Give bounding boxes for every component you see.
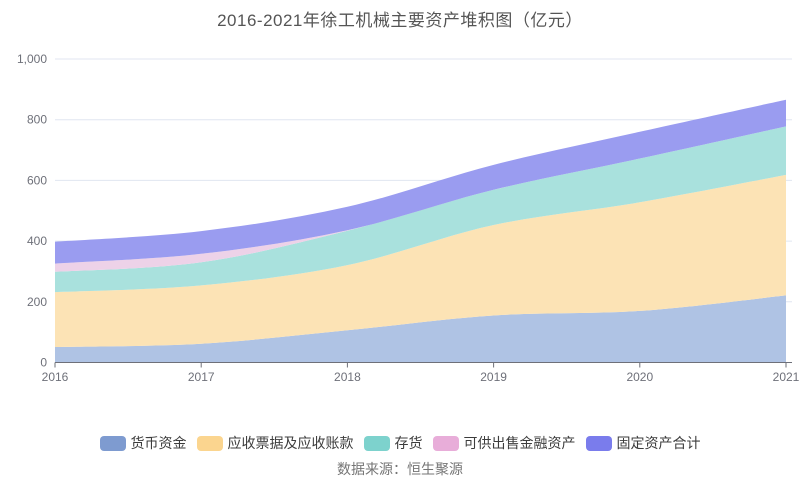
y-axis-label: 1,000 bbox=[17, 52, 47, 66]
legend-item-3[interactable]: 存货 bbox=[363, 433, 423, 453]
y-axis-label: 600 bbox=[27, 173, 47, 187]
y-axis-label: 800 bbox=[27, 113, 47, 127]
x-axis-label: 2021 bbox=[773, 370, 800, 384]
area-band-3[interactable] bbox=[55, 126, 786, 293]
x-axis-label: 2016 bbox=[42, 370, 69, 384]
legend-item-1[interactable]: 货币资金 bbox=[99, 433, 187, 453]
data-source-note: 数据来源：恒生聚源 bbox=[337, 461, 463, 477]
legend-label: 货币资金 bbox=[130, 435, 187, 451]
legend-label: 固定资产合计 bbox=[616, 435, 701, 451]
legend-item-2[interactable]: 应收票据及应收账款 bbox=[196, 433, 354, 453]
x-axis-label: 2018 bbox=[334, 370, 361, 384]
y-axis-label: 200 bbox=[27, 295, 47, 309]
chart-title: 2016-2021年徐工机械主要资产堆积图（亿元） bbox=[217, 11, 583, 30]
legend: 货币资金 应收票据及应收账款 存货 可供出售金融资产 固定资产合计 bbox=[0, 433, 800, 453]
legend-label: 可供出售金融资产 bbox=[463, 435, 576, 451]
legend-swatch bbox=[432, 435, 459, 451]
stacked-area-plot: 0 200 400 600 800 1,000 2016 2017 2018 2019 2020 20… bbox=[17, 52, 800, 384]
legend-label: 存货 bbox=[394, 435, 423, 451]
legend-item-5[interactable]: 固定资产合计 bbox=[585, 433, 701, 453]
y-axis-label: 400 bbox=[27, 234, 47, 248]
area-band-5[interactable] bbox=[55, 99, 786, 264]
area-band-1[interactable] bbox=[55, 295, 786, 363]
legend-swatch bbox=[196, 435, 223, 451]
legend-swatch bbox=[99, 435, 126, 451]
legend-label: 应收票据及应收账款 bbox=[227, 435, 354, 451]
area-band-2[interactable] bbox=[55, 174, 786, 347]
legend-item-4[interactable]: 可供出售金融资产 bbox=[432, 433, 576, 453]
x-axis-label: 2020 bbox=[626, 370, 653, 384]
x-axis-label: 2019 bbox=[480, 370, 507, 384]
y-axis-label: 0 bbox=[40, 356, 47, 370]
legend-swatch bbox=[363, 435, 390, 451]
x-axis-label: 2017 bbox=[188, 370, 215, 384]
legend-swatch bbox=[585, 435, 612, 451]
